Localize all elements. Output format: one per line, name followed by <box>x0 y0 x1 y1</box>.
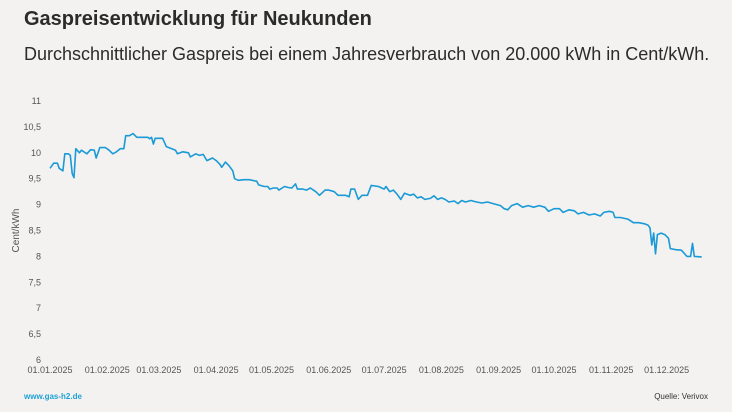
chart-subtitle: Durchschnittlicher Gaspreis bei einem Ja… <box>24 44 710 64</box>
chart-title: Gaspreisentwicklung für Neukunden <box>24 8 372 30</box>
x-tick-label: 01.11.2025 <box>589 365 633 375</box>
x-tick-label: 01.02.2025 <box>85 365 130 375</box>
y-tick-label: 8 <box>36 251 41 261</box>
source-note: Quelle: Verivox <box>654 392 708 401</box>
x-tick-label: 01.04.2025 <box>194 365 239 375</box>
y-tick-label: 8,5 <box>28 226 41 236</box>
y-axis-label: Cent/kWh <box>11 209 22 253</box>
series-line <box>49 132 702 258</box>
y-tick-label: 11 <box>32 96 41 106</box>
y-tick-label: 9,5 <box>28 174 41 184</box>
x-tick-label: 01.01.2025 <box>27 365 72 375</box>
x-tick-label: 01.09.2025 <box>476 365 521 375</box>
y-tick-label: 7,5 <box>28 277 41 287</box>
y-tick-label: 9 <box>36 200 41 210</box>
x-tick-label: 01.12.2025 <box>644 365 689 375</box>
y-tick-label: 6,5 <box>28 329 41 339</box>
x-axis: 01.01.2025 01.02.2025 01.03.2025 01.04.2025… <box>27 365 689 375</box>
y-tick-label: 6 <box>36 355 41 365</box>
y-tick-label: 10,5 <box>23 122 41 132</box>
y-tick-label: 10 <box>31 148 41 158</box>
x-tick-label: 01.10.2025 <box>531 365 576 375</box>
y-axis: 6 6,5 7 7,5 8 8,5 9 9,5 10 10,5 11 <box>23 96 41 365</box>
x-tick-label: 01.08.2025 <box>419 365 464 375</box>
x-tick-label: 01.05.2025 <box>249 365 294 375</box>
x-tick-label: 01.07.2025 <box>362 365 407 375</box>
x-tick-label: 01.03.2025 <box>136 365 181 375</box>
website-link[interactable]: www.gas-h2.de <box>24 392 82 401</box>
y-tick-label: 7 <box>36 303 41 313</box>
x-tick-label: 01.06.2025 <box>306 365 351 375</box>
